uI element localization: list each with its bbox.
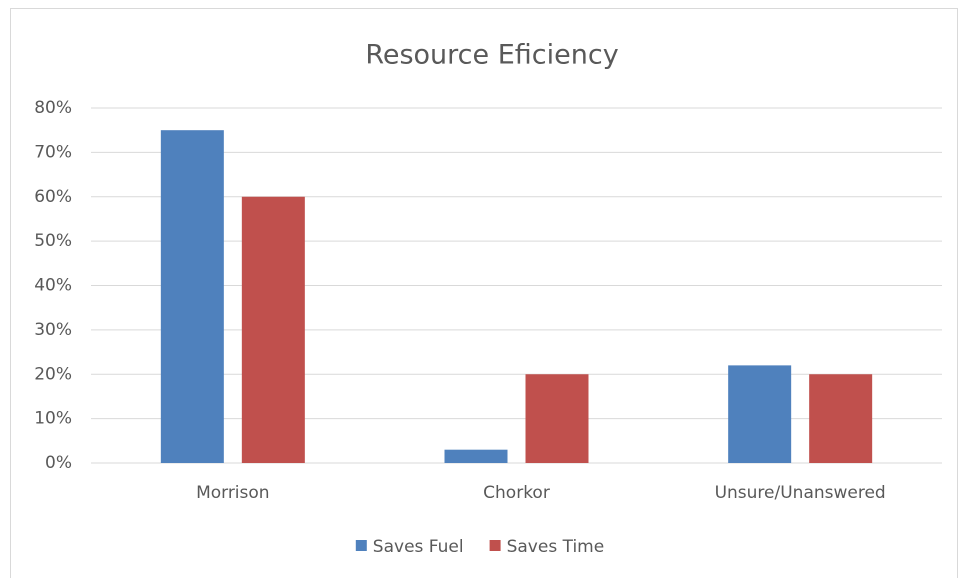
bar [809,374,873,463]
y-tick-label: 60% [34,187,72,207]
legend-swatch [355,540,367,551]
y-tick-label: 0% [45,453,72,473]
x-tick-label: Morrison [196,483,270,503]
bar [160,130,224,463]
y-tick-label: 80% [34,98,72,118]
y-tick-label: 70% [34,142,72,162]
bar [241,196,305,463]
bar [728,365,792,463]
x-tick-label: Unsure/Unanswered [715,483,886,503]
legend-swatch [489,540,501,551]
y-tick-label: 30% [34,320,72,340]
bar [444,449,508,463]
y-tick-label: 50% [34,231,72,251]
legend-label: Saves Fuel [373,537,464,557]
x-tick-label: Chorkor [483,483,550,503]
y-tick-label: 20% [34,364,72,384]
chart-title: Resource Eficiency [365,40,618,71]
bar [525,374,589,463]
legend-label: Saves Time [507,537,605,557]
y-tick-label: 10% [34,409,72,429]
y-tick-label: 40% [34,276,72,296]
